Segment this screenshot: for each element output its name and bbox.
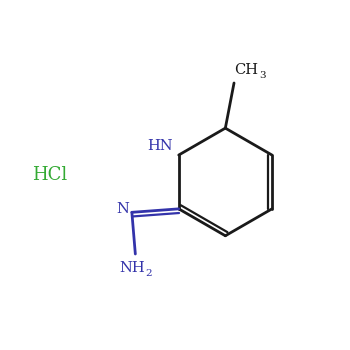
Text: NH: NH	[119, 261, 145, 275]
Text: 3: 3	[259, 71, 266, 80]
Text: HCl: HCl	[32, 166, 68, 184]
Text: 2: 2	[145, 268, 152, 278]
Text: N: N	[117, 202, 130, 216]
Text: HN: HN	[147, 139, 173, 153]
Text: CH: CH	[234, 63, 258, 77]
